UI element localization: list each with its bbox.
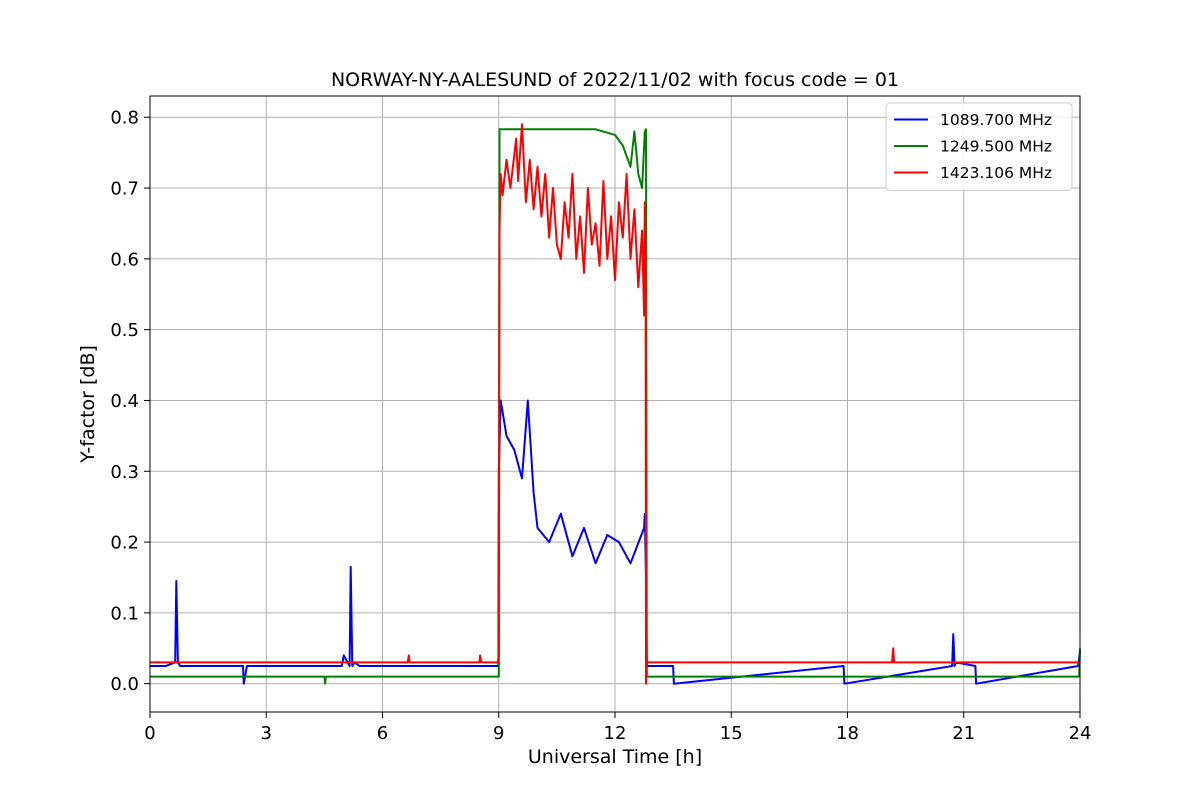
x-tick-label: 21 — [952, 723, 975, 744]
y-tick-label: 0.8 — [110, 108, 139, 129]
legend-label: 1249.500 MHz — [940, 138, 1052, 156]
legend-label: 1423.106 MHz — [940, 164, 1052, 182]
x-tick-label: 12 — [604, 723, 627, 744]
series-line-2 — [150, 128, 1081, 685]
x-axis-title: Universal Time [h] — [528, 746, 702, 768]
legend-label: 1089.700 MHz — [940, 111, 1052, 129]
y-tick-label: 0.4 — [110, 391, 139, 412]
chart-title: NORWAY-NY-AALESUND of 2022/11/02 with fo… — [331, 69, 899, 91]
axis-ticks: 0 3 6 9 12 15 18 21 24 0.0 0.1 0.2 0.3 0.4 0.5 0.6 0.7 0.… — [110, 108, 1091, 744]
y-tick-label: 0.0 — [110, 674, 139, 695]
x-tick-label: 3 — [261, 723, 272, 744]
legend: 1089.700 MHz 1249.500 MHz 1423.106 MHz — [885, 102, 1073, 191]
series-layer — [150, 123, 1081, 685]
series-line-1 — [150, 399, 1081, 685]
x-tick-label: 15 — [720, 723, 743, 744]
y-tick-label: 0.2 — [110, 533, 139, 554]
y-tick-label: 0.1 — [110, 603, 139, 624]
y-axis-title: Y-factor [dB] — [77, 345, 99, 464]
y-tick-label: 0.5 — [110, 320, 139, 341]
x-tick-label: 0 — [144, 723, 155, 744]
x-tick-label: 24 — [1069, 723, 1092, 744]
x-tick-label: 18 — [836, 723, 859, 744]
x-tick-label: 6 — [377, 723, 388, 744]
legend-box — [885, 102, 1073, 191]
x-tick-label: 9 — [493, 723, 504, 744]
y-tick-label: 0.3 — [110, 462, 139, 483]
y-tick-label: 0.7 — [110, 179, 139, 200]
series-line-3 — [150, 123, 1080, 685]
y-tick-label: 0.6 — [110, 249, 139, 270]
